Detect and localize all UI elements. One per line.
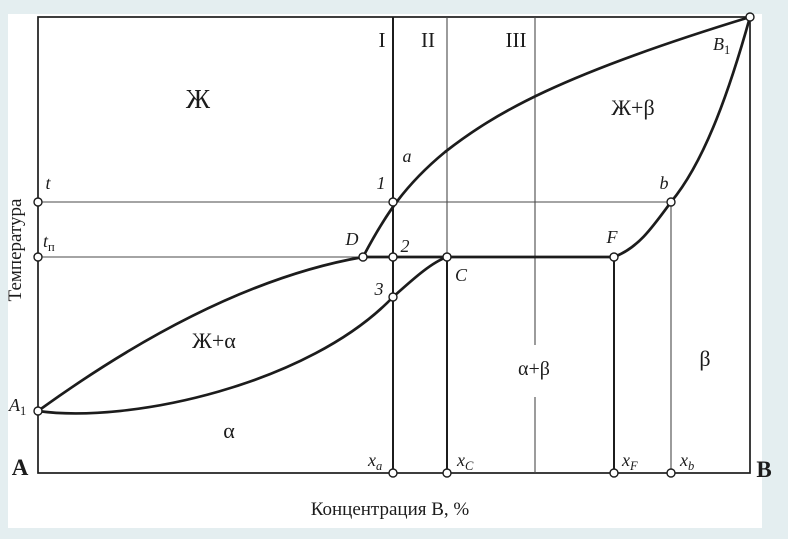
- marker-b: [666, 197, 676, 207]
- marker-xa: [388, 468, 398, 478]
- y-axis-title: Температура: [5, 198, 26, 301]
- label-t: t: [45, 173, 51, 193]
- region-label-liquid-alpha: Ж+α: [192, 328, 236, 353]
- marker-C: [442, 252, 452, 262]
- marker-xC: [442, 468, 452, 478]
- label-C: C: [455, 265, 468, 285]
- region-label-alpha-beta: α+β: [518, 358, 550, 380]
- region-label-beta: β: [699, 346, 710, 371]
- region-label-liquid: Ж: [186, 84, 211, 114]
- marker-axis-t: [33, 197, 43, 207]
- component-B-label: В: [756, 457, 771, 482]
- beta-solidus-curve: [612, 15, 752, 259]
- label-a: a: [403, 146, 412, 166]
- construction-lines: [38, 17, 672, 473]
- label-F: F: [606, 227, 619, 247]
- alloy-label-II: II: [421, 28, 435, 52]
- label-B1: B1: [713, 34, 730, 57]
- marker-axis-tp: [33, 252, 43, 262]
- marker-xb: [666, 468, 676, 478]
- label-point-3: 3: [374, 279, 384, 299]
- marker-B1: [745, 12, 755, 22]
- alloy-verticals: [392, 17, 615, 473]
- region-label-liquid-beta: Ж+β: [611, 95, 654, 120]
- alloy-label-III: III: [506, 28, 527, 52]
- x-axis-title: Концентрация В, %: [311, 499, 470, 520]
- marker-D: [358, 252, 368, 262]
- label-point-2: 2: [401, 236, 410, 256]
- label-A1: A1: [8, 395, 26, 418]
- component-A-label: А: [12, 455, 29, 480]
- marker-point-2: [388, 252, 398, 262]
- label-xC: xC: [456, 450, 474, 473]
- marker-A1: [33, 406, 43, 416]
- label-xb: xb: [679, 450, 694, 473]
- label-tp: tп: [43, 231, 55, 254]
- region-label-alpha: α: [223, 418, 235, 443]
- alloy-label-I: I: [379, 28, 386, 52]
- marker-point-1: [388, 197, 398, 207]
- label-D: D: [345, 229, 359, 249]
- point-markers: [33, 12, 755, 478]
- marker-point-3: [388, 292, 398, 302]
- label-xF: xF: [621, 450, 638, 473]
- label-xa: xa: [367, 450, 382, 473]
- label-point-1: 1: [377, 173, 386, 193]
- alpha-solidus-curve: [36, 255, 449, 415]
- marker-F: [609, 252, 619, 262]
- label-b: b: [660, 173, 669, 193]
- marker-xF: [609, 468, 619, 478]
